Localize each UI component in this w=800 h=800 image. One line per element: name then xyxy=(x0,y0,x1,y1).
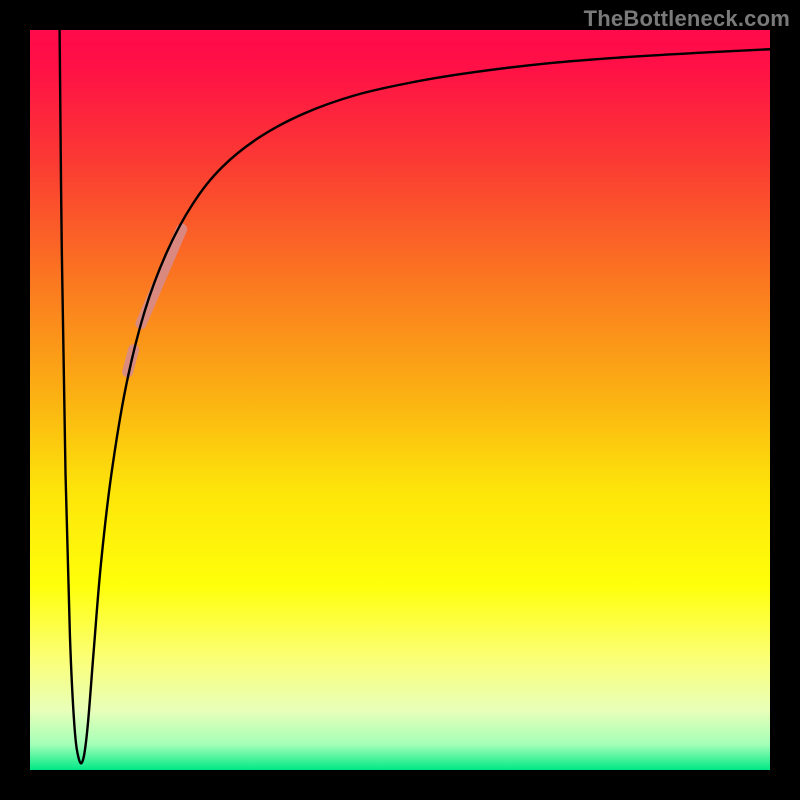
chart-container: TheBottleneck.com xyxy=(0,0,800,800)
bottleneck-curve-chart xyxy=(0,0,800,800)
plot-background xyxy=(30,30,770,770)
watermark-text: TheBottleneck.com xyxy=(584,6,790,32)
